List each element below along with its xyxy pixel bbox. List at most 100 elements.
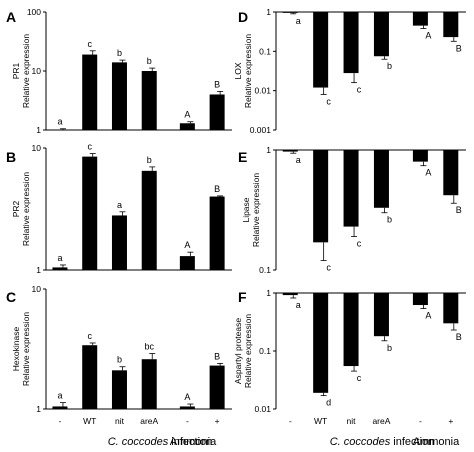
y-tick-label: 10 [32, 284, 42, 294]
bar-f-3 [373, 293, 389, 337]
x-tick-label: + [215, 416, 220, 426]
bar-c-0 [52, 406, 68, 409]
bar-a-0 [52, 130, 68, 131]
y-axis-label-measure: Relative expression [243, 34, 253, 108]
bar-e-2 [343, 150, 359, 227]
x-group-label-ammonia-left: Ammonia [170, 436, 217, 448]
x-group-label-ammonia-right: Ammonia [413, 436, 460, 448]
panel-a: A 1 10 100 PR1Relative expression a c b b A B [6, 7, 232, 135]
panel-c: C 1 10 HexokinaseRelative expression a c b bc A B [6, 284, 232, 414]
bar-f-1 [313, 293, 329, 393]
bar-a-2 [111, 62, 127, 130]
y-axis-label-measure: Relative expression [243, 314, 253, 388]
significance-letter: bc [144, 342, 154, 352]
y-axis-label-gene: PR1 [11, 62, 21, 79]
x-tick-label: + [448, 416, 453, 426]
significance-letter: b [147, 56, 152, 66]
y-axis-label: Aspartyl proteaseRelative expression [233, 314, 253, 388]
significance-letter: d [326, 398, 331, 408]
bar-a-4 [179, 123, 195, 130]
panel-b: B 1 10 PR2Relative expression a c a b A B [6, 142, 232, 275]
y-axis-label-gene: PR2 [11, 200, 21, 217]
significance-letter: b [387, 343, 392, 353]
y-tick-label: 1 [266, 145, 271, 155]
panel-letter-d: D [238, 9, 248, 25]
significance-letter: A [425, 311, 431, 321]
bar-c-3 [141, 359, 157, 409]
bar-d-5 [443, 12, 459, 38]
y-axis-label: PR1Relative expression [11, 34, 31, 108]
significance-letter: A [184, 392, 190, 402]
y-tick-label: 0.1 [259, 265, 271, 275]
significance-letter: c [87, 39, 92, 49]
y-tick-label: 1 [36, 404, 41, 414]
significance-letter: a [57, 391, 62, 401]
bar-e-5 [443, 150, 459, 196]
significance-letter: c [357, 373, 362, 383]
significance-letter: B [214, 184, 220, 194]
y-axis-label-gene: Aspartyl protease [233, 318, 243, 384]
x-tick-label: - [59, 416, 62, 426]
bar-f-5 [443, 293, 459, 324]
bar-b-4 [179, 256, 195, 270]
y-axis-label: LOXRelative expression [233, 34, 253, 108]
bar-d-3 [373, 12, 389, 57]
bar-b-2 [111, 215, 127, 270]
bar-b-1 [82, 156, 98, 270]
panel-d: D 0.001 0.01 0.1 1 LOXRelative expression a c c b… [233, 7, 466, 135]
x-tick-label: WT [314, 416, 327, 426]
x-group-infection: infection [168, 436, 212, 448]
y-tick-label: 1 [36, 125, 41, 135]
y-tick-label: 1 [266, 288, 271, 298]
bar-d-1 [313, 12, 329, 88]
significance-letter: b [147, 155, 152, 165]
x-tick-label: - [186, 416, 189, 426]
y-tick-label: 100 [27, 7, 41, 17]
panel-letter-b: B [6, 149, 16, 165]
panel-letter-e: E [238, 149, 247, 165]
significance-letter: c [326, 96, 331, 106]
y-tick-label: 0.01 [254, 86, 271, 96]
panel-e: E 0.1 1 LipaseRelative expression a c c b A B [238, 145, 466, 275]
y-tick-label: 0.1 [259, 46, 271, 56]
y-axis-label: LipaseRelative expression [241, 173, 261, 247]
y-axis-label-gene: Lipase [241, 197, 251, 222]
x-group-infection-2: infection [390, 436, 434, 448]
y-axis-label-measure: Relative expression [21, 34, 31, 108]
y-axis-label: PR2Relative expression [11, 172, 31, 246]
y-tick-label: 1 [36, 265, 41, 275]
significance-letter: c [87, 142, 92, 152]
significance-letter: A [425, 168, 431, 178]
y-axis-label-gene: Hexokinase [11, 327, 21, 372]
bar-b-5 [209, 196, 225, 270]
significance-letter: B [456, 43, 462, 53]
significance-letter: b [117, 48, 122, 58]
y-tick-label: 0.1 [259, 346, 271, 356]
significance-letter: A [184, 110, 190, 120]
significance-letter: B [214, 79, 220, 89]
bar-b-3 [141, 170, 157, 270]
panel-letter-a: A [6, 9, 16, 25]
y-axis-label-measure: Relative expression [21, 172, 31, 246]
panel-letter-f: F [238, 289, 247, 305]
x-group-label-left: C. coccodes infection [108, 436, 213, 448]
significance-letter: a [57, 253, 62, 263]
bar-c-4 [179, 406, 195, 409]
x-tick-label: areA [372, 416, 390, 426]
bar-e-3 [373, 150, 389, 208]
x-group-species-2: C. coccodes [330, 436, 391, 448]
bar-f-0 [282, 293, 298, 296]
bar-c-5 [209, 365, 225, 409]
x-group-label-left-2: C. coccodes infection [330, 436, 435, 448]
y-tick-label: 10 [32, 66, 42, 76]
panel-f: F 0.01 0.1 1 Aspartyl proteaseRelative expre… [233, 288, 466, 414]
bar-c-1 [82, 345, 98, 409]
panel-letter-c: C [6, 289, 16, 305]
significance-letter: c [326, 262, 331, 272]
bar-a-1 [82, 54, 98, 130]
x-tick-label: - [289, 416, 292, 426]
bar-e-1 [313, 150, 329, 243]
significance-letter: a [296, 16, 301, 26]
significance-letter: B [214, 351, 220, 361]
